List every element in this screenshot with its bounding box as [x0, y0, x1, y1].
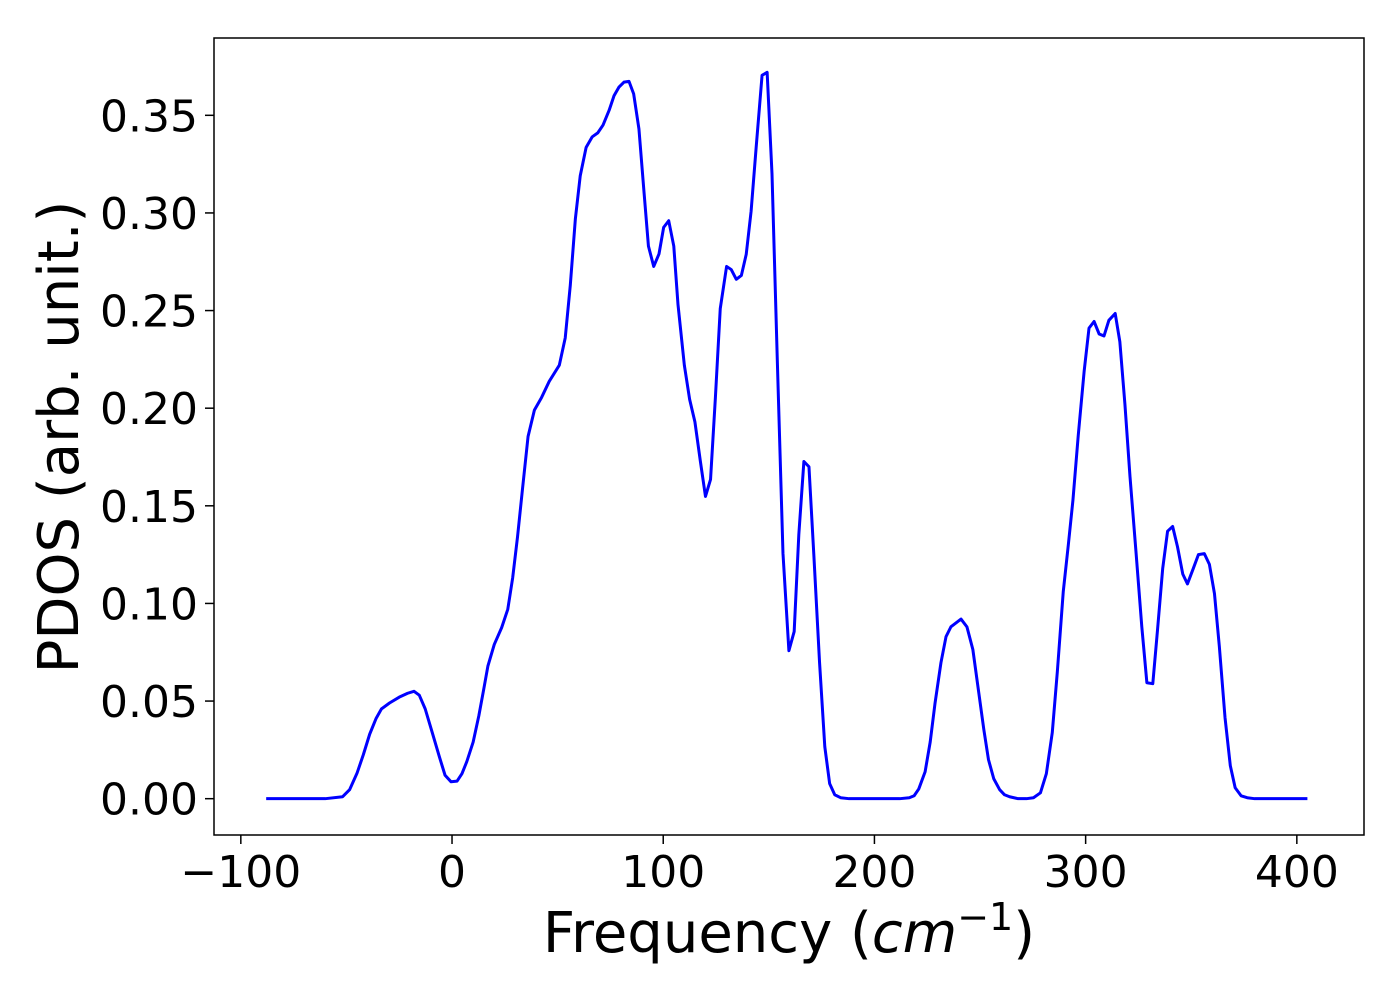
x-tick-label: 0 — [438, 847, 466, 898]
y-axis-label: PDOS (arb. unit.) — [27, 201, 92, 674]
y-tick-label: 0.20 — [100, 384, 198, 435]
x-tick-label: −100 — [180, 847, 301, 898]
y-tick-label: 0.25 — [100, 287, 198, 338]
x-label-part: ) — [1013, 901, 1035, 966]
y-tick-label: 0.30 — [100, 189, 198, 240]
y-tick-label: 0.10 — [100, 579, 198, 630]
y-tick-label: 0.05 — [100, 677, 198, 728]
x-label-part: −1 — [957, 895, 1013, 939]
x-tick-label: 400 — [1255, 847, 1339, 898]
y-tick-label: 0.15 — [100, 482, 198, 533]
x-label-part: cm — [872, 901, 957, 966]
x-tick-label: 100 — [621, 847, 705, 898]
plot-frame — [213, 37, 1365, 836]
x-tick-label: 200 — [832, 847, 916, 898]
x-tick-label: 300 — [1044, 847, 1128, 898]
data-line — [266, 70, 1308, 801]
x-axis-label: Frequency (cm−1) — [543, 895, 1035, 966]
y-tick-label: 0.35 — [100, 91, 198, 142]
x-label-part: Frequency ( — [543, 901, 872, 966]
y-tick-label: 0.00 — [100, 775, 198, 826]
